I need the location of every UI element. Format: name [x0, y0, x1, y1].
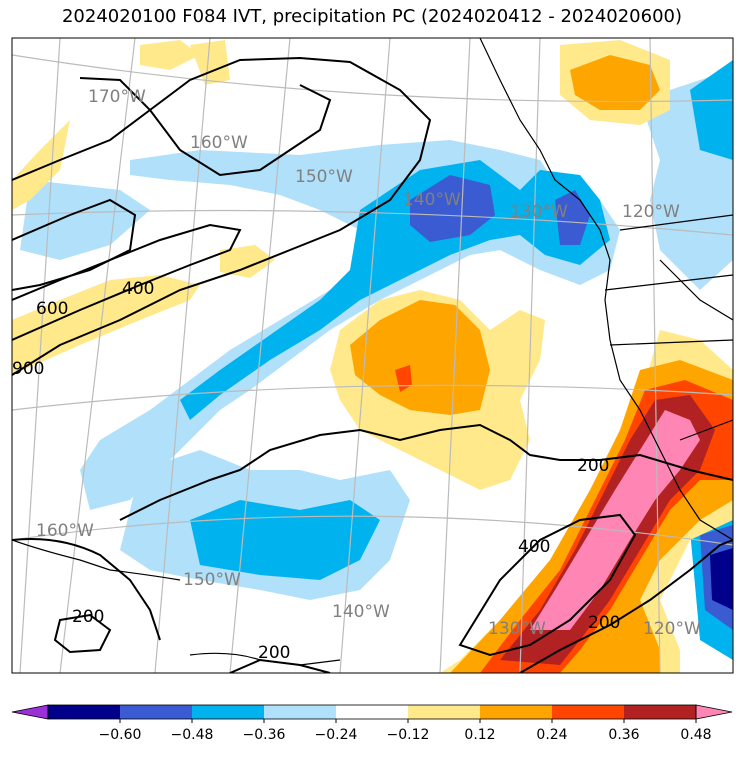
ivt-contour-200-lower-left: [53, 613, 112, 654]
ivt-contour-400-north: [12, 198, 137, 291]
map-panel: 170°W 160°W 150°W 140°W 130°W 120°W 160°…: [12, 38, 733, 673]
colorbar-tick-label: −0.60: [99, 727, 142, 743]
ivt-contour-label: 400: [122, 279, 154, 299]
longitude-label: 150°W: [183, 570, 241, 590]
ivt-contour-200-southwest: [12, 538, 161, 641]
graticule: [12, 38, 733, 673]
longitude-labels: 170°W 160°W 150°W 140°W 130°W 120°W 160°…: [36, 87, 701, 639]
colorbar-tick-label: 0.36: [608, 727, 639, 743]
longitude-label: 140°W: [332, 602, 390, 622]
ivt-contour-200-south: [229, 658, 331, 673]
longitude-label: 130°W: [488, 619, 546, 639]
colorbar-segment: [48, 705, 121, 719]
coastline: [12, 38, 733, 666]
positive-anomaly-weak-region-islands: [140, 40, 275, 278]
colorbar: −0.60 −0.48 −0.36 −0.24 −0.12 0.12 0.24 0.36 0.4…: [11, 704, 733, 743]
colorbar-segment: [336, 705, 409, 719]
longitude-label: 160°W: [36, 521, 94, 541]
longitude-label: 120°W: [622, 202, 680, 222]
ivt-contour-labels: 600 400 900 200 400 200 200 200: [12, 279, 620, 663]
longitude-label: 140°W: [403, 190, 461, 210]
colorbar-segment: [192, 705, 265, 719]
ivt-contour-600-west: [12, 223, 242, 341]
ivt-contour-label: 200: [588, 613, 620, 633]
ivt-contour-label: 200: [72, 607, 104, 627]
map-frame: [11, 37, 734, 674]
colorbar-tick-label: 0.48: [680, 727, 711, 743]
colorbar-tick-label: −0.36: [243, 727, 286, 743]
ivt-contour-200-central: [119, 423, 733, 521]
colorbar-tick-label: −0.12: [387, 727, 430, 743]
ivt-contour-label: 600: [36, 299, 68, 319]
colorbar-segment: [480, 705, 553, 719]
negative-anomaly-strong-core-coast: [555, 190, 590, 245]
negative-anomaly-strong-core-west: [410, 175, 495, 242]
colorbar-segment: [408, 705, 481, 719]
longitude-label: 120°W: [643, 619, 701, 639]
longitude-label: 130°W: [510, 202, 568, 222]
ivt-contour-200-inner: [79, 77, 332, 177]
negative-anomaly-extreme-core-southeast: [710, 548, 733, 610]
colorbar-tick-label: 0.24: [536, 727, 567, 743]
ivt-contour-400-southeast: [458, 513, 637, 657]
longitude-label: 160°W: [190, 133, 248, 153]
colorbar-tick-label: −0.24: [315, 727, 358, 743]
colorbar-segment: [624, 705, 697, 719]
negative-anomaly-medium-region-east: [690, 60, 733, 160]
ivt-contours: [12, 56, 733, 673]
colorbar-tick-label: −0.48: [171, 727, 214, 743]
colorbar-tick-label: 0.12: [464, 727, 495, 743]
ivt-contour-label: 200: [577, 456, 609, 476]
ivt-contour-label: 200: [258, 643, 290, 663]
longitude-label: 150°W: [295, 167, 353, 187]
colorbar-extend-low: [12, 705, 48, 719]
positive-anomaly-weak-region-northwest: [12, 120, 70, 210]
colorbar-segment: [120, 705, 193, 719]
negative-anomaly-medium-region: [180, 160, 610, 420]
ivt-contour-label: 900: [12, 359, 44, 379]
longitude-label: 170°W: [88, 87, 146, 107]
ivt-contour-200-southeast: [519, 539, 733, 673]
map-title: 2024020100 F084 IVT, precipitation PC (2…: [61, 6, 683, 27]
colorbar-segment: [264, 705, 337, 719]
negative-anomaly-light-region-northwest: [20, 180, 150, 260]
ivt-contour-label: 400: [518, 537, 550, 557]
positive-anomaly-moderate-region-north: [570, 55, 660, 110]
negative-anomaly-medium-region-south: [190, 500, 380, 580]
positive-anomaly-extreme-core: [530, 410, 700, 630]
colorbar-extend-high: [696, 705, 732, 719]
colorbar-segment: [552, 705, 625, 719]
